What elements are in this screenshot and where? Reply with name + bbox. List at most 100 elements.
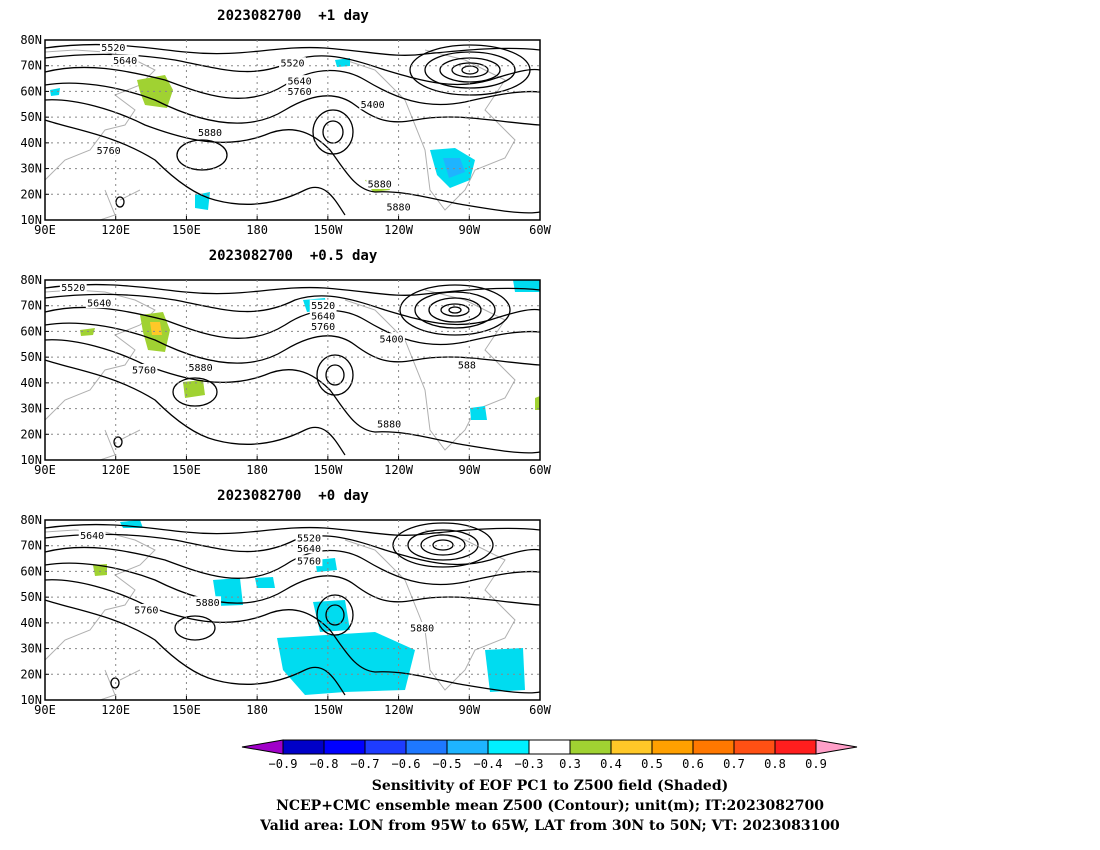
contour-label: 5880 <box>410 624 434 635</box>
contour-label-bg <box>385 201 412 213</box>
x-tick-label: 180 <box>246 223 268 237</box>
colorbar-lower-arrow <box>241 739 284 755</box>
x-tick-label: 90E <box>34 223 56 237</box>
contour-label: 5520 <box>280 59 304 70</box>
panel-2-x-ticks: 90E 120E 150E 180 150W 120W 90W 60W <box>34 456 552 477</box>
x-tick-label: 90W <box>458 463 480 477</box>
panel-1-map: 90E 120E 150E 180 150W 120W 90W 60W 10N 20N 30N 40… <box>20 33 551 237</box>
contour-label-bg <box>295 555 323 567</box>
panel-2-title: 2023082700 +0.5 day <box>209 248 378 264</box>
contour-label: 5880 <box>368 180 392 191</box>
shade-positive-strong <box>150 322 162 335</box>
shade-negative <box>255 577 275 588</box>
shade-negative <box>470 406 487 420</box>
contour-label-bg <box>359 98 387 110</box>
shade-negative <box>335 58 350 67</box>
colorbar-label: 0.7 <box>723 757 745 771</box>
panel-3: 2023082700 +0 day <box>20 488 551 717</box>
x-tick-label: 60W <box>529 463 551 477</box>
contour-label-bg <box>286 85 313 97</box>
colorbar-swatch <box>692 739 735 755</box>
panel-2: 2023082700 +0.5 day <box>20 248 551 477</box>
panel-3-x-ticks: 90E 120E 150E 180 150W 120W 90W 60W <box>34 696 552 717</box>
colorbar-swatch <box>364 739 407 755</box>
x-tick-label: 90W <box>458 223 480 237</box>
contour-label: 5640 <box>288 77 312 88</box>
contour-label: 5640 <box>297 544 321 555</box>
colorbar-swatch <box>446 739 489 755</box>
y-tick-label: 30N <box>20 642 42 656</box>
contour-label: 5640 <box>80 531 104 542</box>
x-tick-label: 150E <box>172 703 201 717</box>
contour-label: 5880 <box>196 598 220 609</box>
contour-label-bg <box>111 54 139 66</box>
panel-3-map: 90E 120E 150E 180 150W 120W 90W 60W 10N 20N 30N 40… <box>20 513 551 717</box>
panel-1-title: 2023082700 +1 day <box>217 8 369 24</box>
contour-label: 5520 <box>297 534 321 545</box>
contour-label-bg <box>375 418 403 429</box>
colorbar-swatch <box>610 739 653 755</box>
x-tick-label: 150W <box>313 223 343 237</box>
x-tick-label: 150E <box>172 223 201 237</box>
contour-label-bg <box>309 310 337 321</box>
colorbar-label: −0.8 <box>310 757 339 771</box>
contour-label-bg <box>456 358 478 370</box>
x-tick-label: 60W <box>529 703 551 717</box>
panel-1-shading <box>50 58 475 210</box>
contour-label: 5880 <box>377 420 401 431</box>
y-tick-label: 80N <box>20 513 42 527</box>
caption-line-2: NCEP+CMC ensemble mean Z500 (Contour); u… <box>276 798 824 814</box>
colorbar-label: 0.9 <box>805 757 827 771</box>
shade-negative-strong <box>443 158 465 178</box>
panel-1-contours <box>44 43 541 216</box>
y-tick-label: 40N <box>20 136 42 150</box>
x-tick-label: 90W <box>458 703 480 717</box>
colorbar: −0.9 −0.8 −0.7 −0.6 −0.5 −0.4 −0.3 0.3 0.4 0.5 0.6… <box>241 739 858 771</box>
shade-positive <box>93 564 107 576</box>
colorbar-label: −0.7 <box>351 757 380 771</box>
x-tick-label: 180 <box>246 463 268 477</box>
colorbar-swatch <box>774 739 817 755</box>
contour-label: 5520 <box>311 301 335 312</box>
contour-label: 5640 <box>87 299 111 310</box>
colorbar-label: 0.6 <box>682 757 704 771</box>
x-tick-label: 120E <box>101 463 130 477</box>
colorbar-swatch <box>405 739 448 755</box>
colorbar-label: 0.8 <box>764 757 786 771</box>
contour-label-bg <box>295 542 323 554</box>
y-tick-label: 70N <box>20 299 42 313</box>
y-tick-label: 60N <box>20 324 42 338</box>
shade-positive <box>183 380 205 398</box>
panel-2-coastlines <box>44 289 516 461</box>
x-tick-label: 90E <box>34 703 56 717</box>
contour-label: 5400 <box>379 335 403 346</box>
colorbar-swatch <box>733 739 776 755</box>
contour-label: 5640 <box>311 312 335 323</box>
contour-label-bg <box>130 364 158 375</box>
panel-1-frame <box>44 39 541 221</box>
y-tick-label: 20N <box>20 667 42 681</box>
contour-label-bg <box>309 299 337 311</box>
y-tick-label: 30N <box>20 402 42 416</box>
colorbar-swatch <box>487 739 530 755</box>
contour-label-bg <box>194 596 222 608</box>
colorbar-swatch <box>282 739 325 755</box>
contour-label: 5880 <box>189 363 213 374</box>
contour-label: 5880 <box>198 128 222 139</box>
contour-label: 5880 <box>387 203 411 214</box>
contour-label-bg <box>196 126 224 138</box>
x-tick-label: 60W <box>529 223 551 237</box>
y-tick-label: 70N <box>20 59 42 73</box>
panel-1-x-ticks: 90E 120E 150E 180 150W 120W 90W 60W <box>34 216 552 237</box>
contour-label-bg <box>366 178 394 189</box>
y-tick-label: 10N <box>20 453 42 467</box>
contour-label-bg <box>187 361 214 373</box>
colorbar-label: −0.4 <box>474 757 503 771</box>
colorbar-swatch <box>323 739 366 755</box>
y-tick-label: 40N <box>20 376 42 390</box>
colorbar-label: 0.5 <box>641 757 663 771</box>
y-tick-label: 10N <box>20 693 42 707</box>
x-tick-label: 120W <box>384 223 414 237</box>
